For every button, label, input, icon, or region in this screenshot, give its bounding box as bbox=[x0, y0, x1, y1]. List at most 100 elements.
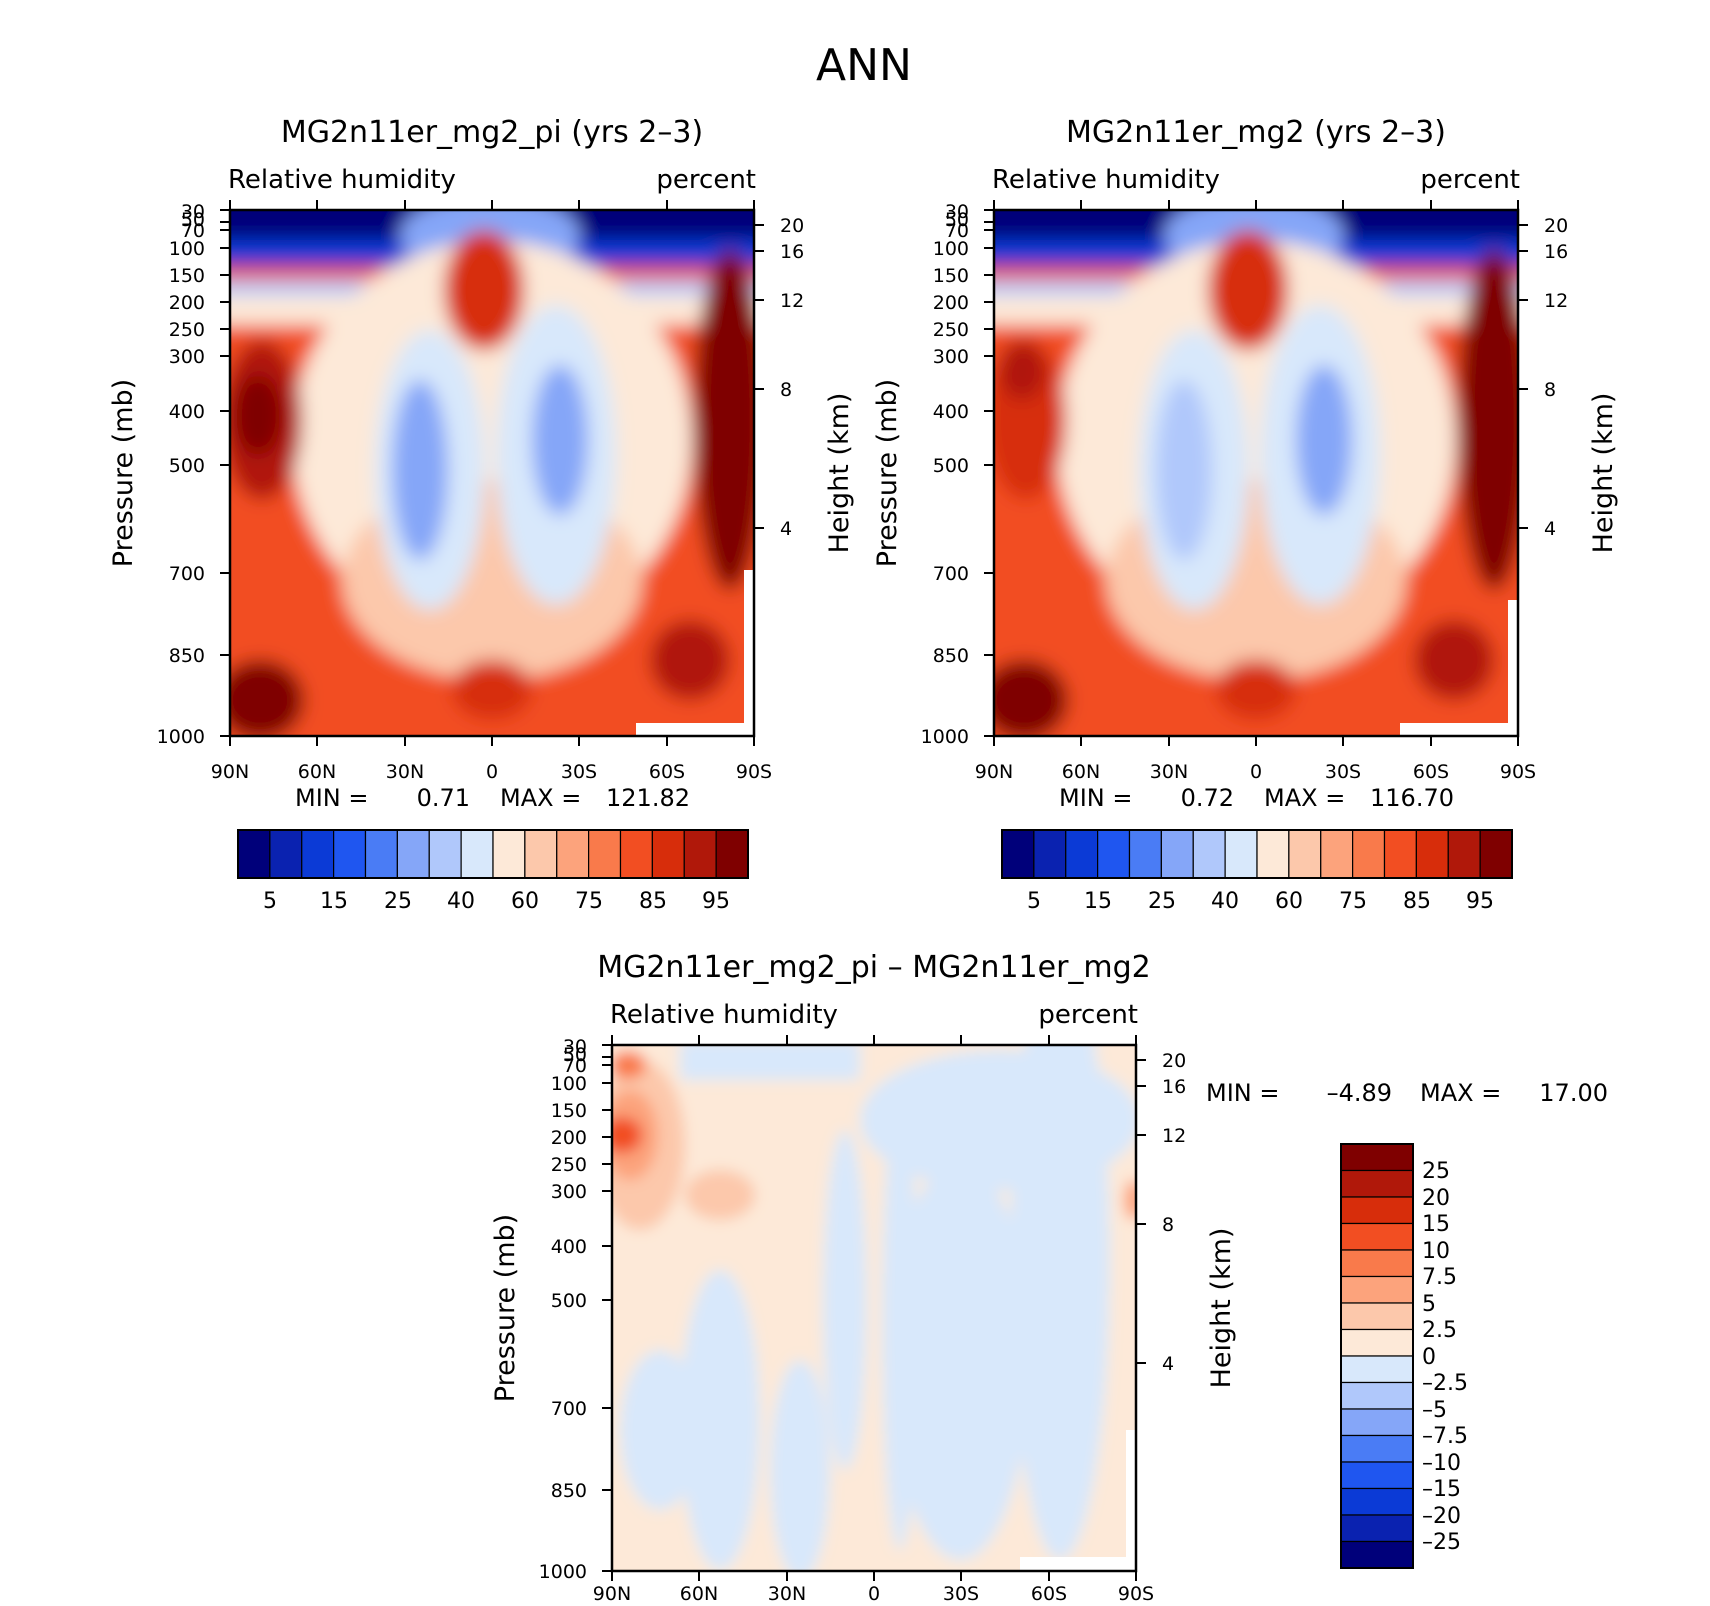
colorbar-label: 75 bbox=[1339, 889, 1367, 914]
colorbar-label: 60 bbox=[511, 889, 539, 914]
latitude-tick-label: 60N bbox=[1062, 761, 1100, 783]
panel-title: MG2n11er_mg2_pi – MG2n11er_mg2 bbox=[597, 950, 1151, 985]
colorbar-swatch bbox=[1340, 1143, 1414, 1172]
colorbar-swatch bbox=[269, 829, 303, 879]
height-tick-label: 16 bbox=[780, 241, 804, 263]
latitude-tick-label: 90S bbox=[736, 761, 772, 783]
pressure-tick-label: 50 bbox=[563, 1044, 587, 1066]
y-axis-label: Pressure (mb) bbox=[108, 379, 139, 567]
pressure-tick-label: 70 bbox=[181, 220, 205, 242]
max-value: 17.00 bbox=[1539, 1079, 1608, 1107]
max-value: 121.82 bbox=[606, 784, 690, 812]
height-tick-label: 16 bbox=[1162, 1076, 1186, 1098]
colorbar-swatch bbox=[1340, 1169, 1414, 1198]
latitude-tick-label: 60N bbox=[298, 761, 336, 783]
min-value: –4.89 bbox=[1327, 1079, 1392, 1107]
colorbar-swatch bbox=[1160, 829, 1194, 879]
colorbar-swatch bbox=[1340, 1434, 1414, 1463]
pressure-tick-label: 300 bbox=[551, 1181, 587, 1203]
max-label: MAX = bbox=[1264, 784, 1345, 812]
colorbar-swatch bbox=[715, 829, 749, 879]
colorbar-swatch bbox=[301, 829, 335, 879]
height-tick-label: 16 bbox=[1544, 241, 1568, 263]
pressure-tick-label: 500 bbox=[933, 455, 969, 477]
latitude-tick-label: 90N bbox=[975, 761, 1013, 783]
colorbar-swatch bbox=[651, 829, 685, 879]
latitude-tick-label: 90S bbox=[1118, 1583, 1154, 1605]
latitude-tick-label: 60S bbox=[1413, 761, 1449, 783]
min-value: 0.72 bbox=[1181, 784, 1234, 812]
pressure-tick-label: 70 bbox=[563, 1055, 587, 1077]
colorbar-swatch bbox=[1340, 1540, 1414, 1569]
pressure-ticks: 30 50 70 100 150 200 250 300 400 500 700… bbox=[539, 1036, 612, 1583]
pressure-tick-label: 1000 bbox=[921, 726, 969, 748]
height-tick-label: 4 bbox=[1544, 518, 1556, 540]
contour-field bbox=[612, 1045, 1136, 1571]
latitude-tick-label: 0 bbox=[1250, 761, 1262, 783]
colorbar-swatch bbox=[1340, 1196, 1414, 1225]
pressure-tick-label: 400 bbox=[551, 1236, 587, 1258]
min-label: MIN = bbox=[1206, 1079, 1279, 1107]
colorbar-frame bbox=[1001, 829, 1513, 879]
height-tick-label: 20 bbox=[1544, 215, 1568, 237]
height-tick-label: 8 bbox=[780, 379, 792, 401]
colorbar-label: 75 bbox=[575, 889, 603, 914]
latitude-tick-label: 30S bbox=[943, 1583, 979, 1605]
height-tick-label: 20 bbox=[780, 215, 804, 237]
y-axis-label: Pressure (mb) bbox=[490, 1214, 521, 1402]
colorbar-swatch bbox=[1340, 1355, 1414, 1384]
min-label: MIN = bbox=[295, 784, 368, 812]
colorbar-label: 5 bbox=[1027, 889, 1041, 914]
colorbar-swatch bbox=[1224, 829, 1258, 879]
colorbar-labels: 5 15 25 40 60 75 85 95 bbox=[263, 889, 730, 914]
pressure-tick-label: 200 bbox=[933, 292, 969, 314]
colorbar-label: 25 bbox=[1422, 1159, 1450, 1184]
colorbar-label: –5 bbox=[1422, 1398, 1447, 1423]
pressure-tick-label: 50 bbox=[181, 209, 205, 231]
colorbar-label: 15 bbox=[1084, 889, 1112, 914]
y2-axis-label: Height (km) bbox=[1588, 393, 1619, 554]
colorbar-swatch bbox=[364, 829, 398, 879]
colorbar-label: 40 bbox=[447, 889, 475, 914]
colorbar-swatch bbox=[1340, 1249, 1414, 1278]
pressure-tick-label: 700 bbox=[551, 1398, 587, 1420]
max-value: 116.70 bbox=[1370, 784, 1454, 812]
max-label: MAX = bbox=[1420, 1079, 1501, 1107]
colorbar-swatch bbox=[1447, 829, 1481, 879]
max-label: MAX = bbox=[500, 784, 581, 812]
height-ticks: 20 16 12 8 4 bbox=[1518, 215, 1568, 540]
pressure-tick-label: 700 bbox=[933, 563, 969, 585]
colorbar-swatch bbox=[1415, 829, 1449, 879]
colorbar-swatch bbox=[1097, 829, 1131, 879]
latitude-tick-label: 60N bbox=[680, 1583, 718, 1605]
colorbar-label: 20 bbox=[1422, 1186, 1450, 1211]
colorbar-label: –25 bbox=[1422, 1530, 1461, 1555]
latitude-tick-label: 30N bbox=[768, 1583, 806, 1605]
pressure-tick-label: 300 bbox=[933, 346, 969, 368]
pressure-tick-label: 200 bbox=[551, 1127, 587, 1149]
latitude-tick-label: 60S bbox=[649, 761, 685, 783]
colorbar-swatch bbox=[1340, 1222, 1414, 1251]
height-tick-label: 8 bbox=[1162, 1214, 1174, 1236]
panel-title: MG2n11er_mg2_pi (yrs 2–3) bbox=[281, 115, 703, 150]
colorbar-label: –20 bbox=[1422, 1504, 1461, 1529]
colorbar-swatch bbox=[1340, 1302, 1414, 1331]
pressure-tick-label: 150 bbox=[169, 265, 205, 287]
latitude-tick-label: 30N bbox=[1150, 761, 1188, 783]
right-string: percent bbox=[656, 165, 756, 195]
latitude-ticks: 90N 60N 30N 0 30S 60S 90S bbox=[593, 1035, 1154, 1605]
pressure-tick-label: 500 bbox=[551, 1290, 587, 1312]
panel-experiment: MG2n11er_mg2 (yrs 2–3) Relative humidity… bbox=[872, 115, 1619, 914]
colorbar-frame bbox=[237, 829, 749, 879]
colorbar-swatch bbox=[588, 829, 622, 879]
colorbar-swatch bbox=[1340, 1461, 1414, 1490]
colorbar-label: –10 bbox=[1422, 1451, 1461, 1476]
y2-axis-label: Height (km) bbox=[1206, 1228, 1237, 1389]
pressure-tick-label: 250 bbox=[169, 319, 205, 341]
colorbar-swatch bbox=[1479, 829, 1513, 879]
pressure-tick-label: 400 bbox=[933, 401, 969, 423]
colorbar-label: 5 bbox=[263, 889, 277, 914]
height-tick-label: 12 bbox=[1162, 1125, 1186, 1147]
pressure-tick-label: 1000 bbox=[157, 726, 205, 748]
colorbar-label: 15 bbox=[320, 889, 348, 914]
